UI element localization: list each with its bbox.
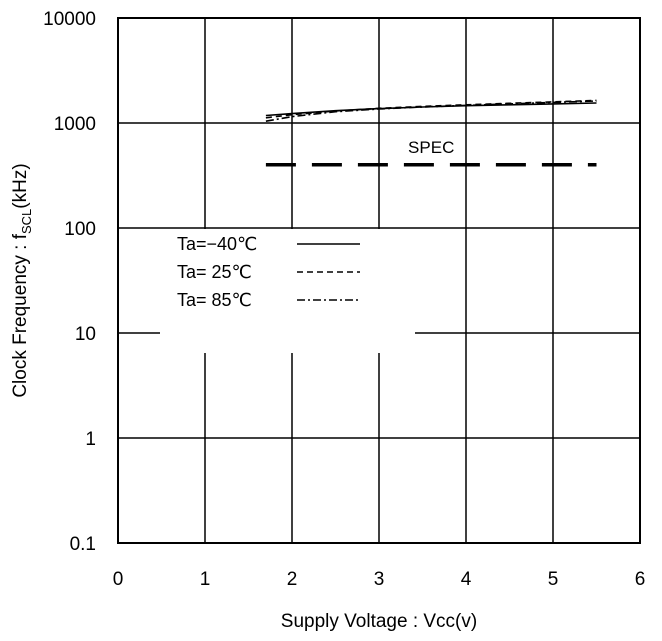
x-tick-label: 1 (200, 569, 211, 590)
y-tick-label: 10000 (43, 9, 96, 30)
y-axis-label-subscript: SCL (19, 209, 34, 234)
x-tick-label: 6 (635, 569, 646, 590)
y-tick-label: 1 (85, 429, 96, 450)
series-line (265, 102, 597, 117)
y-axis-label: Clock Frequency : fSCL(kHz) (10, 163, 34, 397)
x-axis-label: Supply Voltage : Vcc(v) (281, 611, 477, 632)
series-line (265, 99, 597, 119)
y-tick-label: 1000 (54, 114, 96, 135)
spec-label: SPEC (408, 138, 454, 157)
y-tick-label: 100 (64, 219, 96, 240)
y-tick-label: 10 (75, 324, 96, 345)
x-tick-label: 4 (461, 569, 472, 590)
legend-box (160, 229, 415, 353)
legend-entry-label: Ta= 85℃ (177, 290, 252, 310)
y-axis-label-unit: (kHz) (10, 163, 31, 208)
legend-entry-label: Ta=−40℃ (177, 234, 257, 254)
x-tick-label: 3 (374, 569, 385, 590)
series-line (265, 100, 597, 122)
x-tick-label: 2 (287, 569, 298, 590)
legend-entry-label: Ta= 25℃ (177, 262, 252, 282)
legend: Ta=−40℃ Ta= 25℃ Ta= 85℃ (160, 229, 415, 353)
x-tick-label: 5 (548, 569, 559, 590)
x-tick-label: 0 (113, 569, 124, 590)
plot-frame (117, 17, 641, 544)
y-tick-label: 0.1 (70, 534, 96, 555)
spec-annotation: SPEC (265, 138, 597, 167)
series-lines (265, 99, 597, 122)
tick-labels: 0 1 2 3 4 5 6 0.1 1 10 100 1000 10000 (43, 9, 645, 590)
y-axis-label-main: Clock Frequency : f (10, 233, 31, 397)
